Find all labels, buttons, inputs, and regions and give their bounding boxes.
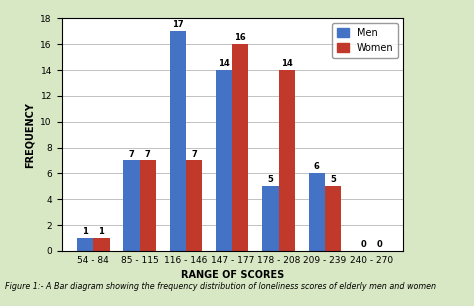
Bar <box>216 70 232 251</box>
Text: 5: 5 <box>330 175 336 185</box>
Text: Figure 1:- A Bar diagram showing the frequency distribution of loneliness scores: Figure 1:- A Bar diagram showing the fre… <box>5 282 436 291</box>
Bar <box>263 186 279 251</box>
Text: 7: 7 <box>128 150 135 159</box>
Text: 7: 7 <box>145 150 151 159</box>
Bar <box>170 31 186 251</box>
Bar <box>77 238 93 251</box>
X-axis label: RANGE OF SCORES: RANGE OF SCORES <box>181 270 284 280</box>
Text: 16: 16 <box>235 33 246 42</box>
Bar <box>325 186 341 251</box>
Text: 6: 6 <box>314 162 319 171</box>
Legend: Men, Women: Men, Women <box>332 23 398 58</box>
Bar <box>140 160 156 251</box>
Bar <box>279 70 295 251</box>
Bar <box>186 160 202 251</box>
Y-axis label: FREQUENCY: FREQUENCY <box>25 102 35 168</box>
Text: 0: 0 <box>376 240 382 249</box>
Text: 5: 5 <box>267 175 273 185</box>
Text: 14: 14 <box>219 59 230 68</box>
Text: 17: 17 <box>172 20 183 29</box>
Text: 1: 1 <box>99 227 104 236</box>
Text: 14: 14 <box>281 59 292 68</box>
Bar <box>123 160 140 251</box>
Bar <box>232 44 248 251</box>
Text: 7: 7 <box>191 150 197 159</box>
Bar <box>93 238 109 251</box>
Text: 0: 0 <box>360 240 366 249</box>
Text: 1: 1 <box>82 227 88 236</box>
Bar <box>309 174 325 251</box>
